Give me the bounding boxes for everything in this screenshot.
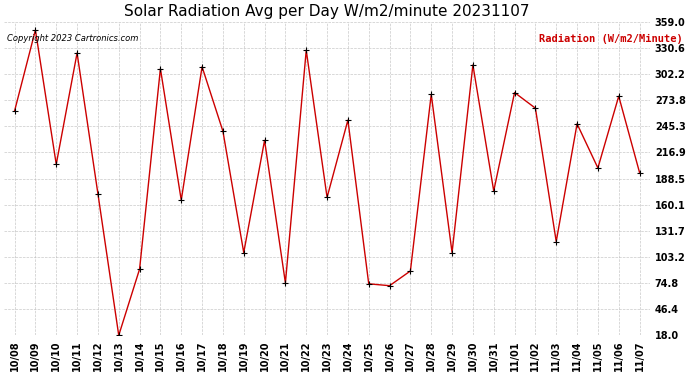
Text: Radiation (W/m2/Minute): Radiation (W/m2/Minute) — [540, 34, 683, 44]
Title: Solar Radiation Avg per Day W/m2/minute 20231107: Solar Radiation Avg per Day W/m2/minute … — [124, 4, 530, 19]
Text: Copyright 2023 Cartronics.com: Copyright 2023 Cartronics.com — [7, 34, 138, 43]
